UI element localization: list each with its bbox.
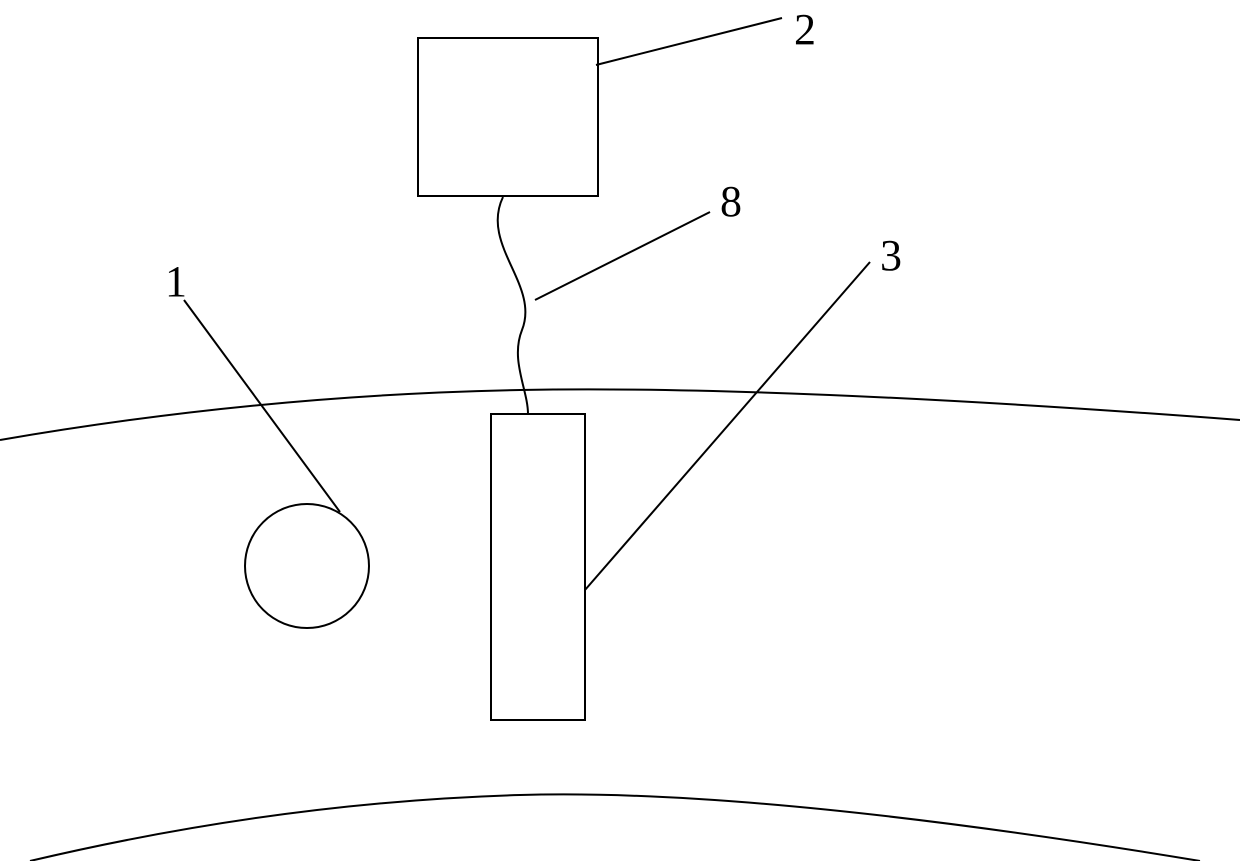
- vertical-rect: [491, 414, 585, 720]
- label-2: 2: [794, 4, 816, 55]
- wire-connector: [498, 197, 528, 414]
- label-3: 3: [880, 230, 902, 281]
- leader-line-8: [535, 212, 710, 300]
- leader-line-2: [596, 18, 782, 65]
- leader-line-1: [184, 300, 340, 512]
- upper-curve: [0, 389, 1240, 440]
- technical-diagram: [0, 0, 1240, 861]
- lower-curve: [30, 794, 1200, 861]
- label-8: 8: [720, 176, 742, 227]
- label-1: 1: [165, 256, 187, 307]
- circle-shape: [245, 504, 369, 628]
- top-box: [418, 38, 598, 196]
- leader-line-3: [585, 262, 870, 590]
